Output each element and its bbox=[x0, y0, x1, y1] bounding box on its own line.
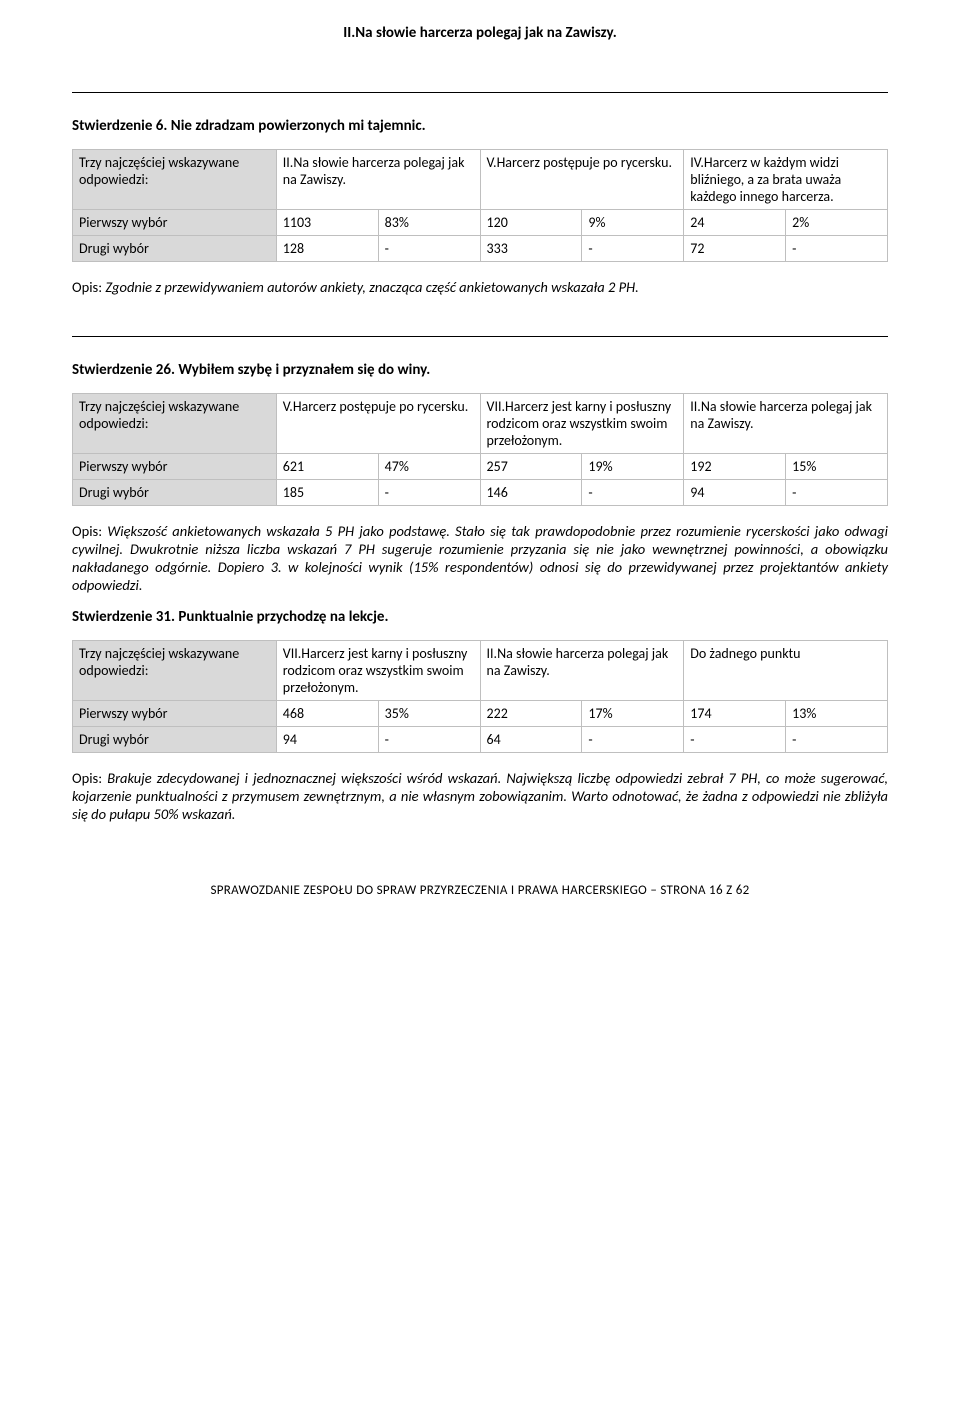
cell: - bbox=[582, 727, 684, 753]
col2-header: V.Harcerz postępuje po rycersku. bbox=[480, 150, 684, 210]
cell: 257 bbox=[480, 454, 582, 480]
header-label: Trzy najczęściej wskazywane odpowiedzi: bbox=[73, 394, 277, 454]
cell: 24 bbox=[684, 210, 786, 236]
cell: - bbox=[378, 480, 480, 506]
cell: - bbox=[378, 727, 480, 753]
row-label: Drugi wybór bbox=[73, 236, 277, 262]
col1-header: II.Na słowie harcerza polegaj jak na Zaw… bbox=[276, 150, 480, 210]
cell: 146 bbox=[480, 480, 582, 506]
cell: 15% bbox=[786, 454, 888, 480]
opis-label: Opis: bbox=[72, 769, 107, 787]
cell: 13% bbox=[786, 701, 888, 727]
stw-6-opis: Opis: Zgodnie z przewidywaniem autorów a… bbox=[72, 278, 888, 296]
opis-body: Większość ankietowanych wskazała 5 PH ja… bbox=[72, 522, 888, 594]
page-title: II.Na słowie harcerza polegaj jak na Zaw… bbox=[72, 24, 888, 42]
cell: 64 bbox=[480, 727, 582, 753]
stw-31-heading: Stwierdzenie 31. Punktualnie przychodzę … bbox=[72, 608, 888, 626]
opis-label: Opis: bbox=[72, 522, 107, 540]
col3-header: II.Na słowie harcerza polegaj jak na Zaw… bbox=[684, 394, 888, 454]
cell: - bbox=[786, 727, 888, 753]
cell: 128 bbox=[276, 236, 378, 262]
cell: - bbox=[786, 236, 888, 262]
header-label: Trzy najczęściej wskazywane odpowiedzi: bbox=[73, 150, 277, 210]
cell: 35% bbox=[378, 701, 480, 727]
stw-6-heading: Stwierdzenie 6. Nie zdradzam powierzonyc… bbox=[72, 117, 888, 135]
cell: 468 bbox=[276, 701, 378, 727]
opis-body: Brakuje zdecydowanej i jednoznacznej wię… bbox=[72, 769, 888, 823]
opis-label: Opis: bbox=[72, 278, 105, 296]
cell: 83% bbox=[378, 210, 480, 236]
cell: 9% bbox=[582, 210, 684, 236]
cell: - bbox=[582, 480, 684, 506]
cell: 192 bbox=[684, 454, 786, 480]
row-label: Drugi wybór bbox=[73, 727, 277, 753]
row-label: Drugi wybór bbox=[73, 480, 277, 506]
cell: - bbox=[378, 236, 480, 262]
divider bbox=[72, 336, 888, 337]
stw-6-table: Trzy najczęściej wskazywane odpowiedzi: … bbox=[72, 149, 888, 262]
col3-header: IV.Harcerz w każdym widzi bliźniego, a z… bbox=[684, 150, 888, 210]
row-label: Pierwszy wybór bbox=[73, 454, 277, 480]
cell: 94 bbox=[684, 480, 786, 506]
cell: 1103 bbox=[276, 210, 378, 236]
stw-26-table: Trzy najczęściej wskazywane odpowiedzi: … bbox=[72, 393, 888, 506]
cell: 94 bbox=[276, 727, 378, 753]
cell: 120 bbox=[480, 210, 582, 236]
cell: - bbox=[786, 480, 888, 506]
col2-header: II.Na słowie harcerza polegaj jak na Zaw… bbox=[480, 641, 684, 701]
stw-31-opis: Opis: Brakuje zdecydowanej i jednoznaczn… bbox=[72, 769, 888, 823]
cell: 19% bbox=[582, 454, 684, 480]
row-label: Pierwszy wybór bbox=[73, 701, 277, 727]
stw-26-heading: Stwierdzenie 26. Wybiłem szybę i przyzna… bbox=[72, 361, 888, 379]
cell: 2% bbox=[786, 210, 888, 236]
row-label: Pierwszy wybór bbox=[73, 210, 277, 236]
col1-header: V.Harcerz postępuje po rycersku. bbox=[276, 394, 480, 454]
stw-31-table: Trzy najczęściej wskazywane odpowiedzi: … bbox=[72, 640, 888, 753]
page-footer: SPRAWOZDANIE ZESPOŁU DO SPRAW PRZYRZECZE… bbox=[72, 883, 888, 898]
stw-26-opis: Opis: Większość ankietowanych wskazała 5… bbox=[72, 522, 888, 594]
cell: 72 bbox=[684, 236, 786, 262]
cell: 333 bbox=[480, 236, 582, 262]
cell: 17% bbox=[582, 701, 684, 727]
header-label: Trzy najczęściej wskazywane odpowiedzi: bbox=[73, 641, 277, 701]
cell: 47% bbox=[378, 454, 480, 480]
col3-header: Do żadnego punktu bbox=[684, 641, 888, 701]
divider bbox=[72, 92, 888, 93]
cell: 621 bbox=[276, 454, 378, 480]
cell: - bbox=[582, 236, 684, 262]
col1-header: VII.Harcerz jest karny i posłuszny rodzi… bbox=[276, 641, 480, 701]
col2-header: VII.Harcerz jest karny i posłuszny rodzi… bbox=[480, 394, 684, 454]
cell: 185 bbox=[276, 480, 378, 506]
cell: 174 bbox=[684, 701, 786, 727]
opis-body: Zgodnie z przewidywaniem autorów ankiety… bbox=[105, 278, 638, 296]
cell: 222 bbox=[480, 701, 582, 727]
cell: - bbox=[684, 727, 786, 753]
